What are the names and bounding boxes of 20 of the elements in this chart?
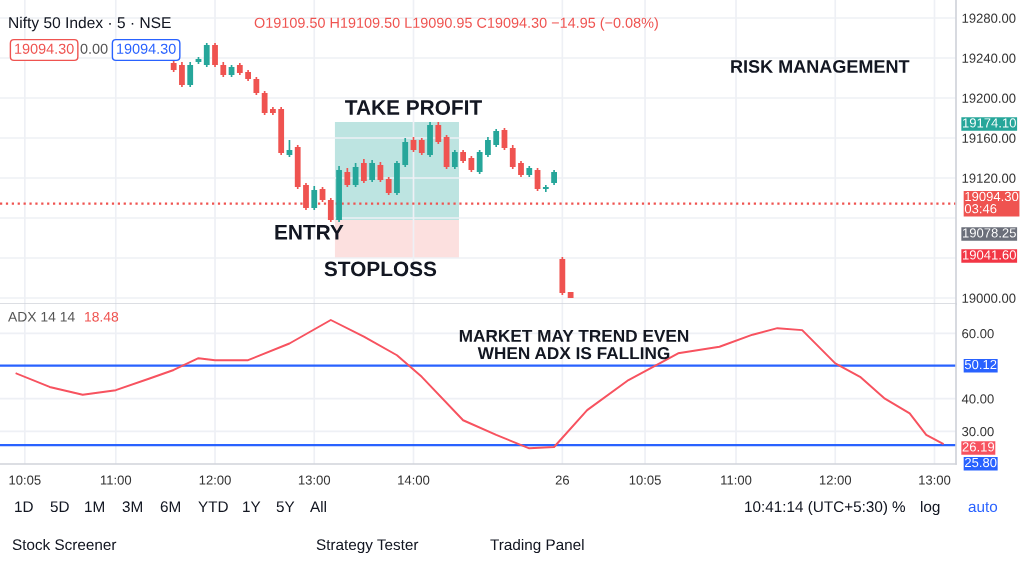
annotation: MARKET MAY TREND EVEN WHEN ADX IS FALLING	[459, 329, 689, 360]
candlestick	[559, 256, 566, 296]
candlestick	[369, 159, 376, 183]
band-label: STOPLOSS	[324, 261, 437, 277]
candlestick	[311, 185, 318, 211]
candlestick	[212, 42, 218, 68]
candlestick	[451, 149, 458, 170]
candlestick	[427, 121, 433, 158]
band-label: TAKE PROFIT	[345, 100, 482, 115]
candlestick	[344, 167, 351, 188]
line-series	[15, 319, 944, 450]
annotation: ENTRY	[275, 225, 344, 240]
candlestick	[187, 61, 194, 88]
candlestick	[360, 158, 367, 184]
candlestick	[203, 42, 210, 68]
candlestick	[261, 90, 268, 116]
annotation: RISK MANAGEMENT	[731, 60, 910, 73]
candlestick	[278, 106, 285, 156]
candlestick	[179, 61, 185, 88]
candlestick	[509, 144, 516, 170]
